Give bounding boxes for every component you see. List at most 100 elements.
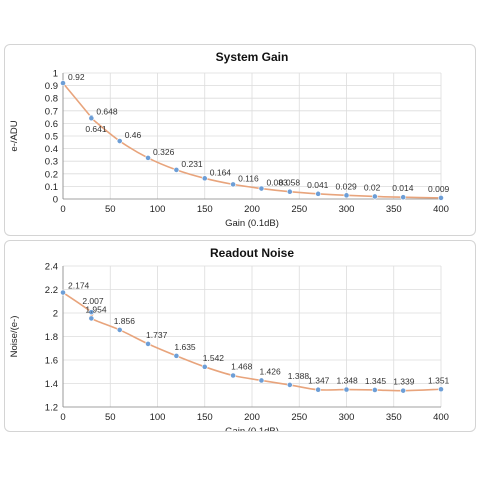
y-axis-label: Noise/(e-) [9, 316, 20, 358]
y-tick-label: 1.4 [45, 379, 58, 390]
x-tick-label: 50 [105, 412, 116, 423]
x-tick-label: 100 [150, 204, 166, 215]
data-label: 0.46 [125, 130, 142, 140]
data-point [438, 194, 444, 201]
data-label: 1.856 [114, 316, 136, 326]
data-point [201, 363, 208, 370]
x-tick-label: 400 [433, 412, 449, 423]
x-tick-label: 250 [291, 412, 307, 423]
y-tick-label: 2 [53, 309, 58, 320]
data-label: 0.083 [266, 178, 288, 188]
chart-panel-readout-noise: Readout Noise 1.2 1.4 1.6 1.8 2 2.2 2.4 0 50 100 15… [4, 240, 476, 432]
data-label: 1.426 [259, 366, 281, 376]
data-point [173, 166, 180, 173]
chart-panel-system-gain: System Gain 0 0.1 0.2 0.3 0.4 0.5 0.6 0.7 0.8 0.9 1… [4, 44, 476, 236]
y-tick-label: 1.6 [45, 356, 58, 367]
data-point [315, 190, 322, 197]
x-tick-label: 150 [197, 204, 213, 215]
data-point [258, 185, 265, 192]
data-label: 1.635 [174, 342, 196, 352]
data-point [145, 341, 151, 347]
data-label: 0.641 [85, 124, 107, 134]
x-tick-label: 300 [339, 412, 355, 423]
x-tick-label: 350 [386, 204, 402, 215]
x-tick-label: 50 [105, 204, 116, 215]
x-tick-label: 400 [433, 204, 449, 215]
data-point [201, 175, 208, 182]
x-axis-label: Gain (0.1dB) [225, 218, 279, 229]
y-tick-label: 0.1 [45, 182, 58, 193]
data-point [230, 181, 236, 188]
data-point [145, 155, 151, 161]
readout-noise-chart: Readout Noise 1.2 1.4 1.6 1.8 2 2.2 2.4 0 50 100 15… [9, 246, 450, 431]
data-label: 1.347 [308, 376, 330, 386]
data-label: 0.648 [96, 106, 118, 116]
y-tick-label: 0.3 [45, 157, 58, 168]
data-label: 0.116 [238, 173, 259, 183]
data-label: 0.231 [181, 159, 203, 169]
x-tick-label: 0 [60, 412, 65, 423]
data-point [315, 386, 322, 393]
x-tick-label: 100 [150, 412, 166, 423]
chart-title: Readout Noise [210, 246, 294, 260]
data-label: 2.007 [82, 296, 104, 306]
data-point [400, 387, 407, 394]
data-label: 1.339 [393, 377, 415, 387]
x-tick-label: 300 [339, 204, 355, 215]
data-point [116, 138, 123, 144]
y-tick-label: 0.6 [45, 119, 58, 130]
y-axis-label: e-/ADU [9, 120, 20, 151]
data-label: 0.041 [307, 180, 329, 190]
data-point [88, 315, 95, 322]
data-label: 2.174 [68, 281, 90, 291]
x-tick-label: 150 [197, 412, 213, 423]
data-point [343, 192, 350, 199]
data-label: 0.014 [392, 183, 414, 193]
data-label: 0.02 [364, 182, 381, 192]
data-point [88, 309, 95, 316]
data-point [116, 327, 123, 333]
data-point [230, 372, 236, 379]
data-label: 1.542 [203, 353, 225, 363]
data-label: 0.326 [153, 147, 175, 157]
data-point [438, 386, 444, 393]
chart-title: System Gain [216, 50, 289, 64]
data-point [286, 188, 293, 195]
data-point [400, 194, 407, 201]
y-tick-label: 0 [53, 195, 58, 206]
data-point [258, 377, 265, 384]
x-tick-label: 0 [60, 204, 65, 215]
data-point [88, 115, 95, 122]
y-tick-label: 0.2 [45, 169, 58, 180]
x-tick-label: 200 [244, 412, 260, 423]
y-tick-label: 0.8 [45, 94, 58, 105]
data-point [371, 193, 378, 200]
x-tick-label: 200 [244, 204, 260, 215]
data-point [60, 289, 66, 296]
data-label: 1.345 [365, 376, 387, 386]
data-point [371, 387, 378, 393]
system-gain-chart: System Gain00.10.20.30.40.50.60.70.80.91… [9, 50, 450, 229]
y-tick-label: 0.5 [45, 132, 58, 143]
data-label: 1.351 [428, 375, 450, 385]
data-label: 0.058 [279, 178, 301, 188]
data-label: 0.009 [428, 184, 450, 194]
y-tick-label: 0.7 [45, 106, 58, 117]
y-tick-label: 0.4 [45, 144, 58, 155]
data-label: 1.737 [146, 330, 168, 340]
x-axis-label: Gain (0.1dB) [225, 426, 279, 431]
y-tick-label: 0.9 [45, 81, 58, 92]
x-tick-label: 250 [291, 204, 307, 215]
y-tick-label: 1 [53, 69, 58, 80]
data-point [60, 80, 66, 86]
data-label: 0.029 [336, 181, 358, 191]
data-point [173, 352, 180, 359]
y-tick-label: 2.4 [45, 262, 58, 273]
x-tick-label: 350 [386, 412, 402, 423]
data-label: 1.348 [337, 376, 359, 386]
data-point [343, 386, 350, 393]
y-tick-label: 2.2 [45, 285, 58, 296]
y-tick-label: 1.8 [45, 332, 58, 343]
data-label: 0.92 [68, 72, 85, 82]
data-point [286, 382, 293, 388]
